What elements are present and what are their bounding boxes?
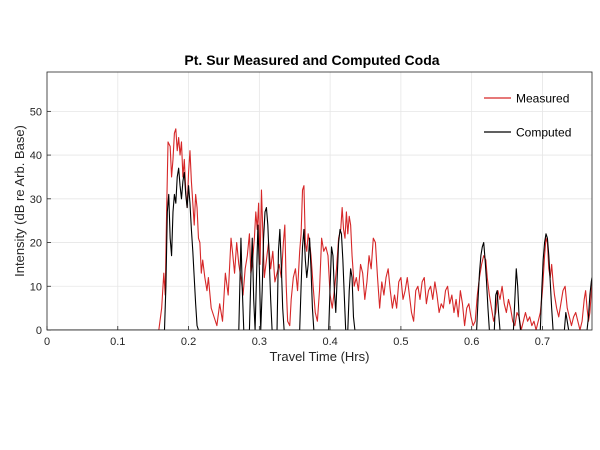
series-line-computed [47,167,592,330]
x-tick-label: 0.4 [322,336,337,348]
y-tick-label: 10 [30,281,42,293]
legend-label-measured: Measured [516,92,569,106]
y-tick-label: 30 [30,194,42,206]
series-layer [47,128,592,330]
y-axis-label: Intensity (dB re Arb. Base) [12,125,27,277]
x-tick-label: 0.5 [393,336,408,348]
x-tick-label: 0.3 [252,336,267,348]
y-tick-label: 20 [30,238,42,250]
x-tick-label: 0.6 [464,336,479,348]
chart-title: Pt. Sur Measured and Computed Coda [184,52,439,68]
plot-frame [46,71,593,331]
x-tick-label: 0.2 [181,336,196,348]
x-axis-label: Travel Time (Hrs) [270,349,370,364]
y-tick-label: 50 [30,106,42,118]
y-tick-label: 0 [36,325,42,337]
legend: Measured Computed [484,92,571,140]
y-tick-label: 40 [30,150,42,162]
x-tick-label: 0.7 [535,336,550,348]
legend-label-computed: Computed [516,126,571,140]
x-tick-label: 0 [44,336,50,348]
x-tick-label: 0.1 [110,336,125,348]
